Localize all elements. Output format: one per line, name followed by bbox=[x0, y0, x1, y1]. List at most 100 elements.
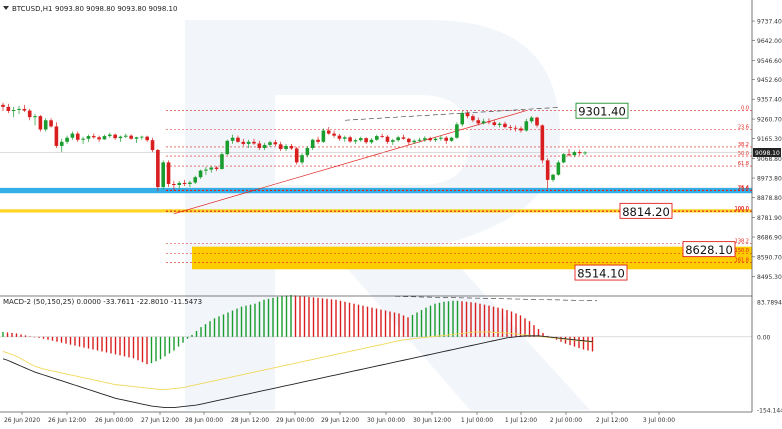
time-tick-label: 28 Jun 00:00 bbox=[185, 417, 223, 424]
candle-body bbox=[529, 117, 534, 122]
time-tick-label: 26 Jun 00:00 bbox=[95, 417, 133, 424]
candle-body bbox=[519, 128, 523, 131]
candle-body bbox=[70, 133, 75, 138]
candle-body bbox=[300, 155, 304, 163]
price-tick-label: 9642.00 bbox=[757, 38, 782, 45]
candle-body bbox=[428, 138, 432, 141]
price-callout-label: 8814.20 bbox=[622, 205, 670, 219]
time-tick-label: 2 Jul 12:00 bbox=[596, 417, 628, 424]
candle-body bbox=[497, 123, 502, 125]
candle-body bbox=[150, 140, 155, 151]
candle-body bbox=[220, 154, 224, 169]
candle-body bbox=[583, 152, 587, 154]
candle-body bbox=[262, 144, 267, 148]
candle-body bbox=[6, 106, 11, 111]
fibonacci-level-label: 76.4 bbox=[738, 185, 749, 191]
trend-line bbox=[173, 110, 527, 215]
macd-tick-label: 83.7894 bbox=[757, 300, 782, 307]
candle-body bbox=[444, 137, 449, 141]
candle-body bbox=[561, 154, 566, 163]
candle-body bbox=[326, 130, 331, 134]
candle-body bbox=[113, 134, 117, 139]
fibonacci-level-label: 23.6 bbox=[738, 125, 749, 131]
candle-body bbox=[27, 110, 32, 118]
candle-body bbox=[401, 137, 406, 139]
time-tick-label: 30 Jun 12:00 bbox=[413, 417, 451, 424]
divergence-line bbox=[344, 107, 561, 121]
candle-body bbox=[556, 162, 561, 175]
time-tick-label: 2 Jul 00:00 bbox=[550, 417, 582, 424]
candle-body bbox=[337, 135, 342, 139]
price-tick-label: 9165.30 bbox=[757, 136, 782, 143]
candle-body bbox=[535, 117, 539, 126]
price-tick-label: 8878.80 bbox=[757, 195, 782, 202]
candle-body bbox=[241, 141, 246, 144]
fibonacci-level-label: 100.0 bbox=[735, 207, 749, 213]
candle-body bbox=[193, 177, 198, 183]
candle-body bbox=[108, 134, 112, 137]
candle-body bbox=[214, 167, 219, 169]
time-tick-label: 29 Jun 12:00 bbox=[321, 417, 359, 424]
fibonacci-level-label: 23.6 bbox=[738, 186, 749, 192]
candle-body bbox=[91, 136, 96, 138]
candle-body bbox=[321, 130, 326, 142]
candle-body bbox=[54, 126, 59, 146]
time-tick-label: 3 Jul 00:00 bbox=[643, 417, 675, 424]
candle-body bbox=[134, 137, 139, 139]
candle-body bbox=[289, 145, 294, 149]
candle-body bbox=[358, 138, 363, 141]
candle-body bbox=[145, 136, 149, 141]
candle-body bbox=[412, 140, 416, 143]
candle-body bbox=[551, 174, 555, 180]
candle-body bbox=[17, 108, 21, 110]
candle-body bbox=[156, 150, 160, 188]
candle-body bbox=[524, 121, 529, 131]
candle-body bbox=[380, 136, 384, 137]
candle-body bbox=[508, 127, 513, 128]
candle-body bbox=[284, 145, 288, 150]
time-tick-label: 27 Jun 12:00 bbox=[141, 417, 179, 424]
candle-body bbox=[305, 148, 310, 156]
candle-body bbox=[59, 141, 64, 146]
target-zone bbox=[192, 246, 752, 270]
dropdown-triangle-icon[interactable] bbox=[3, 6, 9, 10]
candle-body bbox=[492, 122, 497, 125]
price-callout-label: 8514.10 bbox=[577, 267, 625, 281]
candle-body bbox=[487, 121, 491, 123]
candle-body bbox=[246, 141, 251, 144]
macd-tick-label: 0.00 bbox=[757, 334, 771, 341]
candle-body bbox=[198, 170, 203, 178]
price-callout-box bbox=[619, 202, 673, 219]
price-tick-label: 8686.90 bbox=[757, 235, 782, 242]
candle-body bbox=[471, 116, 475, 121]
price-tick-label: 9260.70 bbox=[757, 117, 782, 124]
candle-body bbox=[166, 162, 171, 184]
time-tick-label: 28 Jun 12:00 bbox=[231, 417, 269, 424]
candle-body bbox=[577, 152, 582, 154]
candle-body bbox=[369, 139, 374, 143]
candle-body bbox=[449, 137, 454, 141]
candle-body bbox=[49, 120, 53, 127]
time-tick-label: 1 Jul 00:00 bbox=[461, 417, 493, 424]
candle-body bbox=[1, 104, 5, 107]
candle-body bbox=[375, 136, 379, 140]
macd-layer bbox=[0, 294, 752, 408]
candle-body bbox=[503, 123, 507, 128]
candle-body bbox=[118, 136, 123, 139]
macd-divergence-line bbox=[394, 296, 598, 302]
candle-body bbox=[342, 137, 347, 139]
candle-body bbox=[188, 182, 192, 184]
price-callout-label: 9301.40 bbox=[578, 105, 626, 119]
candle-body bbox=[572, 152, 577, 156]
candle-body bbox=[465, 113, 470, 117]
candle-body bbox=[481, 121, 486, 124]
price-callout-box bbox=[575, 102, 629, 119]
candle-body bbox=[476, 120, 481, 124]
fibonacci-level-label: 100.0 bbox=[735, 206, 749, 212]
candle-body bbox=[102, 136, 107, 140]
candle-body bbox=[353, 140, 358, 142]
candle-body bbox=[38, 116, 43, 130]
fibonacci-level-label: 138.2 bbox=[735, 238, 749, 244]
